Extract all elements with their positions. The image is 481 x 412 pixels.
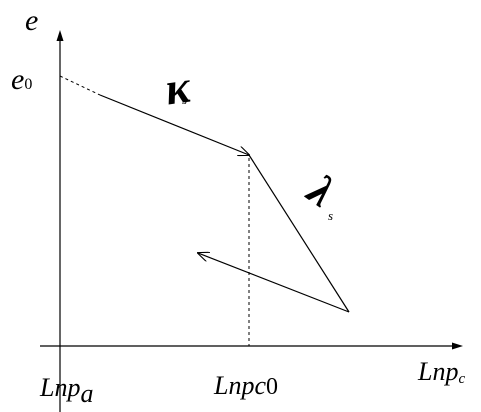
lambda-label: λ s [298, 164, 344, 223]
lambda-line [248, 154, 350, 313]
unloading-line [198, 253, 350, 313]
kappa-line [99, 94, 249, 155]
lambda-subscript: s [328, 208, 333, 223]
x-label-lnpc: Lnpc [417, 357, 465, 387]
x-axis-arrow-icon [452, 342, 463, 350]
initial-dashed-segment [59, 75, 101, 96]
lambda-symbol: λ [298, 164, 344, 216]
e0-label: e0 [11, 63, 32, 96]
kappa-subscript: s [182, 92, 187, 107]
y-axis-label: e [25, 4, 38, 37]
x-label-lnpc0: Lnpc0 [213, 371, 278, 400]
x-label-lnpa: Lnpa [39, 373, 93, 408]
kappa-symbol: κ [162, 60, 195, 114]
y-axis-arrow-icon [56, 30, 64, 41]
kappa-label: κ s [162, 60, 195, 114]
